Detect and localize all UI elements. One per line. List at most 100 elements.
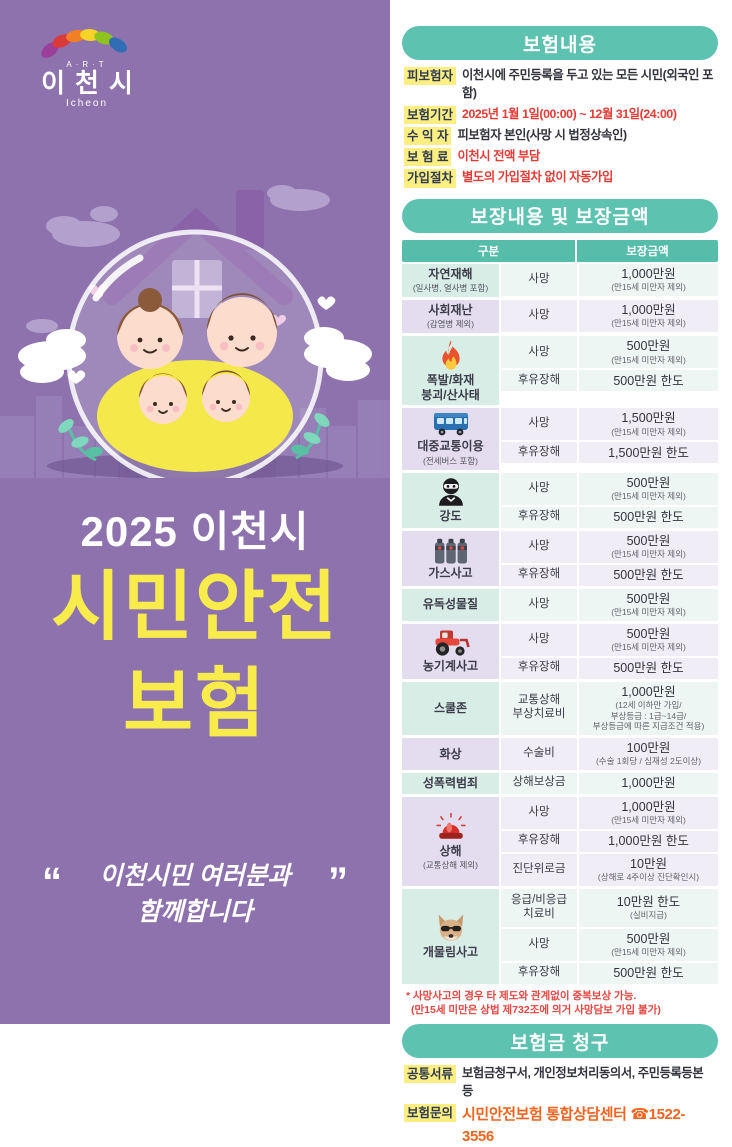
coverage-amount: 500만원 한도 <box>613 373 684 388</box>
coverage-amount-cell: 1,000만원 한도 <box>579 830 718 852</box>
coverage-category-label: 강도 <box>439 508 462 523</box>
coverage-amount: 500만원 <box>626 931 671 946</box>
coverage-amount: 500만원 <box>626 475 671 490</box>
coverage-amount-cell: 500만원 (만15세 미만자 제외) <box>579 928 718 961</box>
coverage-group: 성폭력범죄 상해보상금 1,000만원 <box>402 772 718 794</box>
coverage-item-cell: 사망 <box>501 530 577 563</box>
coverage-detail-row: 사망 500만원 (만15세 미만자 제외) <box>501 928 718 961</box>
coverage-category-cell: 화상 <box>402 737 499 770</box>
coverage-category-label: 유독성물질 <box>422 597 479 612</box>
coverage-amount: 500만원 한도 <box>613 660 684 675</box>
insurance-detail-panel: 보험내용 피보험자 이천시에 주민등록을 두고 있는 모든 시민(외국인 포함)… <box>390 0 732 1145</box>
coverage-table-header: 구분 보장금액 <box>402 239 718 262</box>
coverage-amount-note: (만15세 미만자 제외) <box>611 282 686 293</box>
coverage-details-column: 교통상해 부상치료비 1,000만원 (12세 이하만 가입/ 부상등급 : 1급~… <box>501 681 718 735</box>
info-value: 2025년 1월 1일(00:00) ~ 12월 31일(24:00) <box>462 106 677 121</box>
info-row-documents: 공통서류 보험금청구서, 개인정보처리동의서, 주민등록등본 등 <box>404 1065 716 1101</box>
coverage-details-column: 사망 1,000만원 (만15세 미만자 제외) <box>501 300 718 333</box>
poster-title-line1: 시민안전 <box>51 565 339 650</box>
coverage-details-column: 사망 500만원 (만15세 미만자 제외) 후유장해 500만원 한도 <box>501 530 718 586</box>
coverage-item-cell: 사망 <box>501 796 577 829</box>
coverage-category-label: 가스사고 <box>428 565 473 580</box>
info-row-beneficiary: 수 익 자 피보험자 본인(사망 시 법정상속인) <box>404 126 716 146</box>
coverage-amount-note: (만15세 미만자 제외) <box>611 318 686 329</box>
coverage-amount-cell: 1,000만원 <box>579 772 718 794</box>
coverage-detail-row: 사망 500만원 (만15세 미만자 제외) <box>501 623 718 656</box>
info-row-enrollment: 가입절차 별도의 가입절차 없이 자동가입 <box>404 169 716 188</box>
coverage-group: 자연재해 (일사병, 열사병 포함) 사망 1,000만원 (만15세 미만자 제외) <box>402 263 718 298</box>
coverage-detail-row: 후유장해 500만원 한도 <box>501 506 718 528</box>
coverage-amount: 100만원 <box>626 740 671 755</box>
coverage-item-cell: 후유장해 <box>501 962 577 984</box>
coverage-category-label: 폭발/화재 붕괴/산사태 <box>421 373 480 402</box>
coverage-amount: 500만원 <box>626 533 671 548</box>
coverage-amount: 500만원 한도 <box>613 966 684 981</box>
cloud-shapes <box>26 185 330 333</box>
coverage-group: 유독성물질 사망 500만원 (만15세 미만자 제외) <box>402 588 718 621</box>
family-illustration <box>0 185 390 478</box>
info-value: 보험금청구서, 개인정보처리동의서, 주민등록등본 등 <box>462 1066 704 1099</box>
coverage-detail-row: 진단위로금 10만원 (상해로 4주이상 진단확인시) <box>501 853 718 886</box>
coverage-amount-cell: 1,000만원 (12세 이하만 가입/ 부상등급 : 1급~14급/ 부상등급에… <box>579 681 718 735</box>
insurance-info-list: 피보험자 이천시에 주민등록을 두고 있는 모든 시민(외국인 포함) 보험기간… <box>404 67 716 188</box>
coverage-item-cell: 사망 <box>501 336 577 369</box>
leaf-sprigs <box>58 413 330 462</box>
coverage-amount: 1,500만원 한도 <box>608 445 689 460</box>
coverage-amount-note: (만15세 미만자 제외) <box>611 354 686 365</box>
coverage-detail-row: 교통상해 부상치료비 1,000만원 (12세 이하만 가입/ 부상등급 : 1급~… <box>501 681 718 735</box>
coverage-item-cell: 후유장해 <box>501 830 577 852</box>
coverage-category-cell: 자연재해 (일사병, 열사병 포함) <box>402 263 499 298</box>
coverage-amount-cell: 500만원 (만15세 미만자 제외) <box>579 472 718 505</box>
coverage-group: 화상 수술비 100만원 (수술 1회당 / 심재성 2도이상) <box>402 737 718 770</box>
info-row-premium: 보 험 료 이천시 전액 부담 <box>404 148 716 167</box>
coverage-item-cell: 사망 <box>501 623 577 656</box>
coverage-footnote: * 사망사고의 경우 타 제도와 관계없이 중복보상 가능. (만15세 미만은… <box>406 989 716 1017</box>
coverage-amount-note: (만15세 미만자 제외) <box>611 947 686 958</box>
coverage-amount-cell: 500만원 한도 <box>579 564 718 586</box>
gas-icon <box>434 536 468 564</box>
coverage-category-subtitle: (감염병 제외) <box>426 319 475 330</box>
logo-arc-icon <box>41 28 127 58</box>
coverage-item-cell: 사망 <box>501 408 577 441</box>
coverage-details-column: 사망 1,000만원 (만15세 미만자 제외) 후유장해 1,000만원 한도 진단위로… <box>501 796 718 886</box>
logo-city-name-en: Icheon <box>65 97 109 109</box>
family-figures <box>97 288 293 472</box>
close-quote-mark: ” <box>328 860 348 904</box>
coverage-details-column: 사망 500만원 (만15세 미만자 제외) 후유장해 500만원 한도 <box>501 623 718 679</box>
coverage-group: 가스사고 사망 500만원 (만15세 미만자 제외) 후유장해 500만원 한도 <box>402 530 718 586</box>
coverage-details-column: 사망 1,500만원 (만15세 미만자 제외) 후유장해 1,500만원 한도 <box>501 408 718 469</box>
coverage-amount: 500만원 <box>626 591 671 606</box>
siren-icon <box>435 812 467 842</box>
coverage-amount-cell: 500만원 한도 <box>579 657 718 679</box>
coverage-amount-cell: 10만원 한도 (실비지급) <box>579 888 718 927</box>
footnote-line2: (만15세 미만은 상법 제732조에 의거 사망담보 가입 불가) <box>411 1004 661 1017</box>
coverage-category-cell: 폭발/화재 붕괴/산사태 <box>402 336 499 406</box>
tractor-icon <box>432 629 470 657</box>
coverage-category-cell: 사회재난 (감염병 제외) <box>402 300 499 334</box>
info-value: 시민안전보험 통합상담센터 ☎1522-3556 <box>462 1105 686 1145</box>
coverage-amount: 500만원 <box>626 339 671 354</box>
coverage-details-column: 사망 500만원 (만15세 미만자 제외) 후유장해 500만원 한도 <box>501 472 718 528</box>
poster-quote: “ 이천시민 여러분과 함께합니다 ” <box>0 858 390 931</box>
coverage-detail-row: 사망 1,000만원 (만15세 미만자 제외) <box>501 300 718 333</box>
claim-info-list: 공통서류 보험금청구서, 개인정보처리동의서, 주민등록등본 등 보험문의 시민… <box>404 1065 716 1147</box>
fire-icon <box>436 339 466 371</box>
quote-line1: 이천시민 여러분과 <box>99 862 291 890</box>
coverage-detail-row: 후유장해 500만원 한도 <box>501 657 718 679</box>
coverage-amount-cell: 500만원 (만15세 미만자 제외) <box>579 588 718 621</box>
left-poster-panel: A·R·T 이천시 Icheon <box>0 0 390 1024</box>
coverage-group: 대중교통이용 (전세버스 포함) 사망 1,500만원 (만15세 미만자 제외) 후유장… <box>402 408 718 470</box>
coverage-category-label: 성폭력범죄 <box>422 776 479 791</box>
coverage-details-column: 수술비 100만원 (수술 1회당 / 심재성 2도이상) <box>501 737 718 770</box>
coverage-item-cell: 후유장해 <box>501 442 577 464</box>
coverage-col-amount: 보장금액 <box>577 239 718 262</box>
icheon-city-logo: A·R·T 이천시 Icheon <box>22 28 152 109</box>
coverage-amount-cell: 500만원 (만15세 미만자 제외) <box>579 623 718 656</box>
coverage-amount-note: (만15세 미만자 제외) <box>611 426 686 437</box>
coverage-amount: 1,500만원 <box>621 411 676 426</box>
coverage-detail-row: 사망 1,000만원 (만15세 미만자 제외) <box>501 263 718 296</box>
open-quote-mark: “ <box>42 860 62 904</box>
house-shape <box>103 190 293 318</box>
section-header-insurance-content: 보험내용 <box>402 26 718 60</box>
info-label: 공통서류 <box>404 1065 457 1084</box>
